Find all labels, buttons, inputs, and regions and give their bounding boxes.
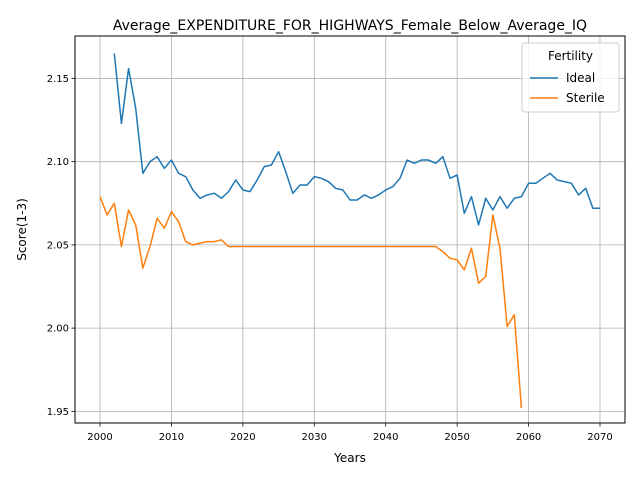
x-tick-label: 2070 xyxy=(587,432,612,443)
series-lines xyxy=(99,53,600,409)
chart-title: Average_EXPENDITURE_FOR_HIGHWAYS_Female_… xyxy=(113,18,587,34)
x-tick-label: 2050 xyxy=(444,432,469,443)
legend-label-sterile: Sterile xyxy=(566,91,605,105)
y-tick-label: 2.10 xyxy=(47,157,69,168)
plot-frame xyxy=(74,35,626,424)
x-tick-label: 2030 xyxy=(302,432,327,443)
y-tick-label: 2.05 xyxy=(47,240,69,251)
x-axis-label: Years xyxy=(333,451,366,465)
axis-ticks: 2000 2010 2020 2030 2040 2050 2060 2070 1.95 2.00… xyxy=(47,74,613,443)
series-line-ideal xyxy=(113,53,600,226)
legend-label-ideal: Ideal xyxy=(566,71,595,85)
x-tick-label: 2020 xyxy=(230,432,255,443)
y-tick-label: 2.00 xyxy=(47,324,69,335)
x-tick-label: 2040 xyxy=(373,432,398,443)
x-tick-label: 2010 xyxy=(159,432,184,443)
y-tick-label: 1.95 xyxy=(47,407,69,418)
series-line-sterile xyxy=(99,196,523,409)
legend-box xyxy=(521,42,620,113)
legend: Fertility Ideal Sterile xyxy=(521,42,620,113)
x-tick-label: 2000 xyxy=(87,432,112,443)
y-axis-label: Score(1-3) xyxy=(15,198,29,261)
x-tick-label: 2060 xyxy=(516,432,541,443)
legend-title: Fertility xyxy=(548,49,593,63)
y-tick-label: 2.15 xyxy=(47,74,69,85)
